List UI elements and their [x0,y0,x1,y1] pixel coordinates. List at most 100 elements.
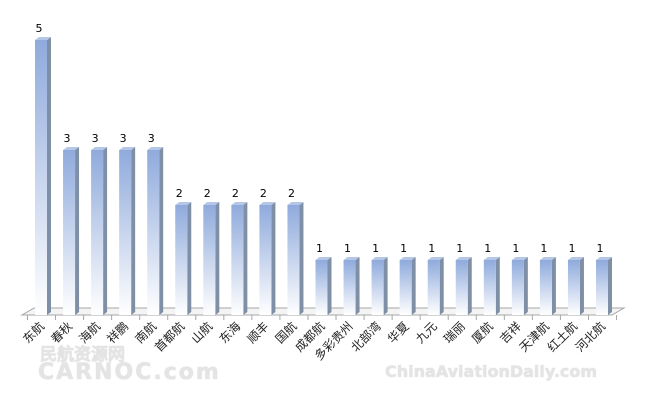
x-tick-label: 天津航 [516,319,552,355]
bar-side [383,257,388,315]
bar-top [91,147,108,150]
bar-top [231,202,248,205]
data-label: 3 [148,132,155,145]
x-tick-label: 东海 [216,319,244,347]
bar [567,260,580,315]
data-label: 1 [540,242,547,255]
bar [315,260,328,315]
bar [231,205,244,315]
bar [371,260,384,315]
bar-top [511,257,528,260]
data-label: 1 [512,242,519,255]
bar-side [495,257,500,315]
bar [399,260,412,315]
bar-side [299,202,304,315]
data-label: 5 [36,22,43,35]
bar-side [47,37,51,315]
data-label: 1 [400,242,407,255]
x-tick-label: 红土航 [544,319,580,355]
bar-top [259,202,276,205]
bar [511,260,524,315]
bar-side [327,257,332,315]
data-label: 1 [372,242,379,255]
x-tick-label: 顺丰 [245,319,272,346]
bar [539,260,552,315]
data-label: 2 [204,187,211,200]
bar-side [243,202,248,315]
x-tick-label: 首都航 [151,319,187,355]
data-label: 1 [344,242,351,255]
data-label: 1 [568,242,575,255]
bar-top [455,257,472,260]
bar-top [427,257,444,260]
bar-top [175,202,192,205]
bar-top [63,147,80,150]
bar [91,150,104,315]
bar-side [215,202,220,315]
bar [427,260,440,315]
bar-top [203,202,220,205]
bar-side [551,257,556,315]
bar-side [159,147,164,315]
bar-top [315,257,332,260]
data-label: 1 [456,242,463,255]
data-label: 2 [176,187,183,200]
data-label: 2 [288,187,295,200]
bar [259,205,272,315]
watermark-chinaaviationdaily: ChinaAviationDaily.com [385,362,598,381]
bar-side [131,147,136,315]
bar-side [579,257,584,315]
data-label: 3 [120,132,127,145]
data-label: 1 [597,242,604,255]
bar [119,150,132,315]
bar [455,260,468,315]
bar-side [187,202,192,315]
bar-side [271,202,276,315]
bar-top [287,202,304,205]
bar [596,260,608,315]
bar-top [35,37,51,40]
bar-side [411,257,416,315]
bar [147,150,160,315]
x-tick-label: 河北航 [572,319,608,355]
data-label: 2 [260,187,267,200]
data-label: 3 [64,132,71,145]
bar [35,40,47,315]
watermark-carnoc-cn: 民航资源网 [40,345,125,365]
x-tick-label: 九元 [413,319,440,346]
bar-top [399,257,416,260]
bar-top [567,257,584,260]
bar [343,260,356,315]
bar-top [119,147,136,150]
x-tick-label: 山航 [188,319,216,347]
data-label: 1 [428,242,435,255]
bar-side [608,257,612,315]
bar [203,205,216,315]
data-label: 1 [316,242,323,255]
bar-top [596,257,612,260]
x-tick-label: 北部湾 [348,319,384,355]
x-tick-label: 厦航 [468,319,496,347]
bar-side [523,257,528,315]
bar-side [75,147,80,315]
bar [287,205,300,315]
data-label: 3 [92,132,99,145]
watermark-carnoc: CARNOC.com [38,360,221,385]
bar-top [343,257,360,260]
bar-side [103,147,108,315]
bar-top [539,257,556,260]
x-tick-label: 华夏 [385,319,412,346]
bar-top [483,257,500,260]
x-tick-label: 瑞丽 [441,319,468,346]
data-label: 2 [232,187,239,200]
bar [483,260,496,315]
bar [175,205,188,315]
bar-top [371,257,388,260]
bar [63,150,76,315]
bar-top [147,147,164,150]
bar-side [467,257,472,315]
data-label: 1 [484,242,491,255]
bar-side [439,257,444,315]
